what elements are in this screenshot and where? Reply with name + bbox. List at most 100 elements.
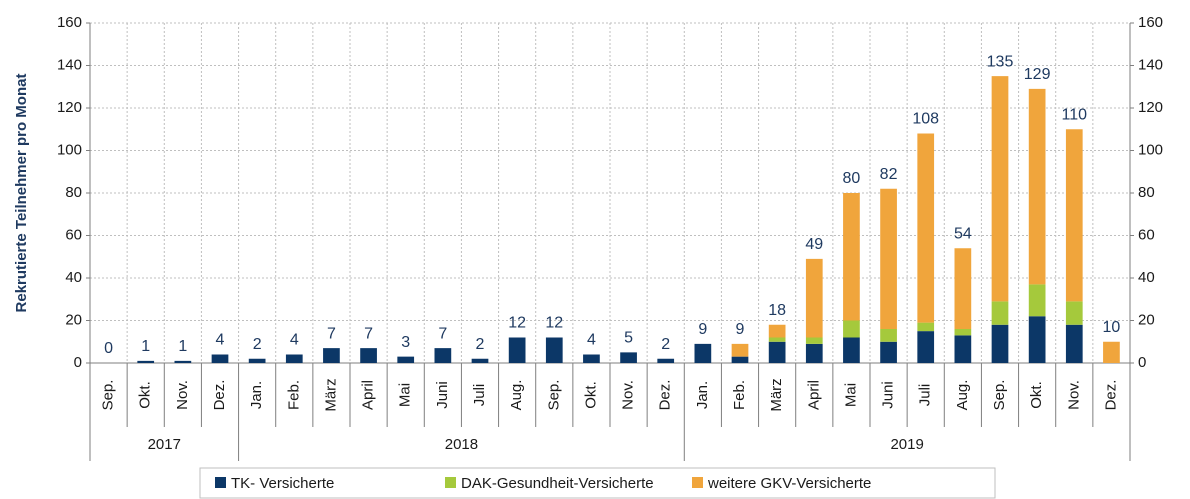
x-tick-label: April xyxy=(360,380,377,410)
year-label: 2019 xyxy=(890,436,923,453)
x-tick-label: Nov. xyxy=(1065,380,1082,410)
bar-segment xyxy=(248,358,266,363)
y2-tick-label: 60 xyxy=(1138,226,1155,243)
total-label: 135 xyxy=(987,53,1014,70)
x-tick-label: Aug. xyxy=(508,380,525,411)
y-tick-label: 80 xyxy=(65,184,82,201)
y2-tick-label: 100 xyxy=(1138,141,1163,158)
y-tick-label: 140 xyxy=(57,56,82,73)
bar-segment xyxy=(843,320,860,338)
y-tick-label: 100 xyxy=(57,141,82,158)
bar-segment xyxy=(768,341,786,363)
bar-segment xyxy=(768,337,786,342)
x-tick-label: Juni xyxy=(434,381,451,409)
bar-segment xyxy=(880,329,897,342)
y2-tick-label: 40 xyxy=(1138,269,1155,286)
total-label: 110 xyxy=(1062,106,1088,123)
bar-segment xyxy=(434,348,452,363)
total-label: 4 xyxy=(216,332,225,349)
y-tick-label: 40 xyxy=(65,269,82,286)
bar-segment xyxy=(731,343,749,357)
total-label: 0 xyxy=(104,340,113,357)
bar-segment xyxy=(954,335,972,363)
bar-segment xyxy=(991,76,1009,302)
total-label: 12 xyxy=(508,315,526,332)
y2-tick-label: 20 xyxy=(1138,311,1155,328)
total-label: 5 xyxy=(624,330,633,347)
bar-segment xyxy=(1028,284,1046,317)
bar-segment xyxy=(954,329,972,336)
bar-segment xyxy=(323,348,340,363)
total-label: 49 xyxy=(805,236,823,253)
x-tick-label: Dez. xyxy=(1102,380,1119,411)
bar-segment xyxy=(1065,324,1083,363)
x-tick-label: Nov. xyxy=(174,380,191,410)
bar-segment xyxy=(137,360,155,363)
bar-segment xyxy=(1028,88,1046,285)
x-tick-label: April xyxy=(805,380,822,410)
x-tick-label: Juli xyxy=(917,384,934,407)
legend-swatch xyxy=(215,477,226,488)
bar-segment xyxy=(843,337,860,363)
x-tick-label: März xyxy=(768,378,785,411)
y-axis-label: Rekrutierte Teilnehmer pro Monat xyxy=(13,74,30,313)
bar-segment xyxy=(991,301,1009,325)
x-tick-label: Dez. xyxy=(657,380,674,411)
bar-segment xyxy=(843,193,860,321)
legend-label: weitere GKV-Versicherte xyxy=(707,475,871,492)
total-label: 3 xyxy=(401,334,410,351)
year-label: 2017 xyxy=(148,436,181,453)
total-label: 9 xyxy=(736,321,745,338)
total-label: 108 xyxy=(912,111,939,128)
bar-segment xyxy=(917,322,935,332)
bar-segment xyxy=(1065,129,1083,302)
total-label: 2 xyxy=(661,336,670,353)
total-label: 7 xyxy=(327,325,336,342)
x-tick-label: März xyxy=(322,378,339,411)
legend-box xyxy=(199,467,996,499)
total-label: 4 xyxy=(290,332,299,349)
bar-segment xyxy=(1065,301,1083,325)
total-label: 9 xyxy=(698,321,707,338)
y2-tick-label: 120 xyxy=(1138,99,1163,116)
bar-segment xyxy=(545,337,563,363)
total-label: 12 xyxy=(545,315,563,332)
bar-segment xyxy=(805,258,823,338)
total-label: 80 xyxy=(843,170,861,187)
total-label: 1 xyxy=(141,338,150,355)
x-tick-label: Feb. xyxy=(731,380,748,410)
bar-segment xyxy=(360,348,377,363)
bar-segment xyxy=(471,358,489,363)
x-tick-label: Okt. xyxy=(1028,381,1045,409)
legend-label: TK- Versicherte xyxy=(231,475,334,492)
total-label: 54 xyxy=(954,225,972,242)
y-tick-label: 0 xyxy=(74,354,82,371)
bar-segment xyxy=(805,343,823,363)
bar-segment xyxy=(174,360,192,363)
bar-segment xyxy=(694,343,712,363)
y-tick-label: 60 xyxy=(65,226,82,243)
bar-segment xyxy=(991,324,1009,363)
bar-segment xyxy=(880,188,897,329)
x-tick-label: Juni xyxy=(880,381,897,409)
total-label: 82 xyxy=(880,166,898,183)
total-label: 1 xyxy=(178,338,187,355)
bar-segment xyxy=(508,337,526,363)
legend-swatch xyxy=(445,477,456,488)
legend-label: DAK-Gesundheit-Versicherte xyxy=(461,475,654,492)
bar-segment xyxy=(285,354,303,363)
bar-segment xyxy=(620,352,637,363)
total-label: 10 xyxy=(1103,319,1121,336)
bar-segment xyxy=(768,324,786,338)
legend-swatch xyxy=(692,477,703,488)
x-tick-label: Okt. xyxy=(582,381,599,409)
total-label: 2 xyxy=(476,336,485,353)
total-label: 4 xyxy=(587,332,596,349)
bar-segment xyxy=(583,354,600,363)
x-tick-label: Dez. xyxy=(211,380,228,411)
x-tick-label: Nov. xyxy=(620,380,637,410)
y-tick-label: 160 xyxy=(57,14,82,31)
x-tick-label: Okt. xyxy=(137,381,154,409)
bar-segment xyxy=(731,356,749,363)
